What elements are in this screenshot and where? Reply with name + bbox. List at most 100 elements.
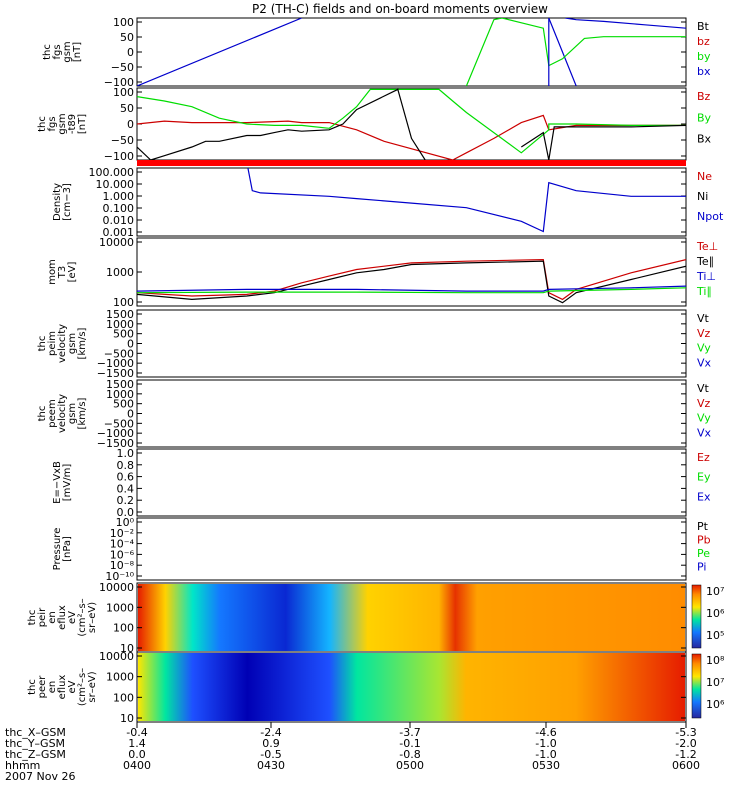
y-tick-label: 0.001 [103,226,135,239]
series-Te-line [137,258,686,301]
y-tick-label: 0 [127,46,134,59]
panel-10: 10⁸ 10⁷ 10⁶ 10000 1000 100 10 thcpeerenefluxeV(… [27,650,725,725]
legend-entry: Vx [697,426,712,439]
y-tick-label: 10000 [99,581,134,594]
y-tick-label: 0.0 [117,506,135,519]
legend-entry: Vz [697,327,711,340]
series-By-line [137,88,686,154]
axis-row-value: -3.7 [399,726,420,739]
y-tick-label: −1000 [97,427,134,440]
y-tick-label: 0.2 [117,494,135,507]
axis-row-value: -0.4 [126,726,147,739]
y-tick-label: 100.000 [89,166,135,179]
y-tick-label: 0 [127,338,134,351]
y-tick-label: 10⁻⁶ [110,548,135,561]
series-bx-line [137,18,577,86]
legend-entry: Pe [697,547,710,560]
axis-row-label: thc_X–GSM [5,726,66,739]
series-Npot-line [247,168,686,233]
y-tick-label: 1000 [106,318,134,331]
legend-entry: Ez [697,451,710,464]
series-Ti-line [137,287,686,294]
panel-8: 10⁰10⁻²10⁻⁴10⁻⁶10⁻⁸10⁻¹⁰Pressure[nPa]PtP… [52,516,711,583]
legend-entry: Pi [697,561,706,574]
series-Te-line [137,260,686,304]
legend-entry: Te∥ [696,255,714,268]
axis-row-value: 1.4 [128,737,146,750]
axis-row-label: thc_Z–GSM [5,748,66,761]
legend-entry: Bz [697,90,711,103]
y-axis-label: E=−VxB[mV/m] [52,461,73,504]
legend-entry: bz [697,35,710,48]
panel-2: 100 50 0 −50 −100 thcfgsgsm-t89[nT] Bz By Bx [37,86,712,163]
panel-frame [136,309,687,378]
axis-row-value: 0600 [672,759,700,772]
panels: 100500−50−100thcfgsgsm[nT]Btbzbybx100500… [27,16,725,725]
y-tick-label: 10⁻⁸ [110,559,135,572]
chart-title: P2 (TH-C) fields and on-board moments ov… [252,2,548,16]
y-axis-label: Pressure[nPa] [52,528,73,571]
y-tick-label: 0 [127,118,134,131]
y-axis-label: momT3[eV] [47,259,78,285]
y-tick-label: 1000 [106,671,134,684]
y-tick-label: 0.4 [117,482,135,495]
legend-entry: Te⊥ [696,240,718,253]
y-tick-label: −1500 [97,367,134,380]
axis-row-label: hhmm [5,759,40,772]
legend-entry: Npot [697,210,724,223]
axis-row-value: 0400 [123,759,151,772]
y-axis-label: Density[cm−3] [52,183,73,221]
legend-entry: Ti⊥ [696,270,716,283]
y-tick-label: 500 [113,398,134,411]
y-tick-label: 100 [113,691,134,704]
y-tick-label: 0.6 [117,471,135,484]
legend-entry: Ex [697,490,711,503]
legend-entry: Vt [697,312,710,325]
legend-entry: Ni [697,190,708,203]
legend-entry: Vx [697,356,712,369]
series-Ti-line [137,285,686,292]
colorbar-label: 10⁶ [706,698,725,711]
y-tick-label: 1.0 [117,447,135,460]
legend-entry: Vy [697,342,711,355]
y-tick-label: 10 [120,712,134,725]
axis-row-value: -1.2 [675,748,696,761]
y-tick-label: −100 [104,150,134,163]
y-tick-label: −500 [104,417,134,430]
y-tick-label: 50 [120,102,134,115]
y-axis-label: thcpeemvelocitygsm[km/s] [37,394,88,433]
y-tick-label: 1000 [106,388,134,401]
y-axis-label: thcpeirenefluxeV(cm²–s–sr–eV) [27,598,98,636]
colorbar [691,653,702,719]
axis-row-value: 0430 [257,759,285,772]
axis-row-value: -0.5 [260,748,281,761]
legend-entry: Ey [697,471,711,484]
panel-1: 100 50 0 −50 −100 thcfgsgsm[nT] Bt bz by bx [42,16,711,89]
y-tick-label: 10000 [99,650,134,663]
axis-row-value: -2.4 [260,726,281,739]
colorbar-label: 10⁵ [706,629,724,642]
y-tick-label: 1500 [106,308,134,321]
panel-frame [136,448,687,517]
spectrogram [138,584,685,651]
legend-entry: bx [697,65,711,78]
y-tick-label: 1500 [106,378,134,391]
colorbar [691,584,702,649]
y-tick-label: 10000 [99,236,134,249]
axis-row-value: -0.8 [399,748,420,761]
y-tick-label: 10⁰ [116,516,135,529]
colorbar-label: 10⁶ [706,607,725,620]
axis-row-label: thc_Y–GSM [5,737,65,750]
y-tick-label: 10.000 [96,178,135,191]
y-tick-label: 100 [113,622,134,635]
legend-entry: Bx [697,133,712,146]
y-tick-label: 100 [113,86,134,99]
axis-row-value: 0500 [396,759,424,772]
axis-row-value: 0.9 [262,737,280,750]
legend-entry: Bt [697,20,710,33]
axis-row-value: -1.0 [535,737,556,750]
y-tick-label: 0.100 [103,202,135,215]
y-tick-label: 1000 [106,601,134,614]
colorbar-label: 10⁷ [706,585,724,598]
